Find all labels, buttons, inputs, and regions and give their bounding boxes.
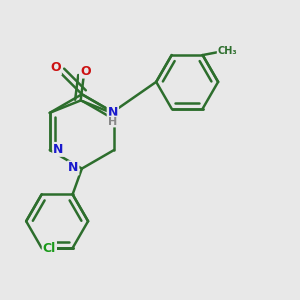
- Text: O: O: [80, 64, 91, 78]
- Text: N: N: [68, 161, 78, 175]
- Text: CH₃: CH₃: [218, 46, 237, 56]
- Text: N: N: [108, 106, 118, 119]
- Text: Cl: Cl: [43, 242, 56, 254]
- Text: N: N: [53, 143, 64, 156]
- Text: H: H: [108, 116, 118, 127]
- Text: O: O: [50, 61, 61, 74]
